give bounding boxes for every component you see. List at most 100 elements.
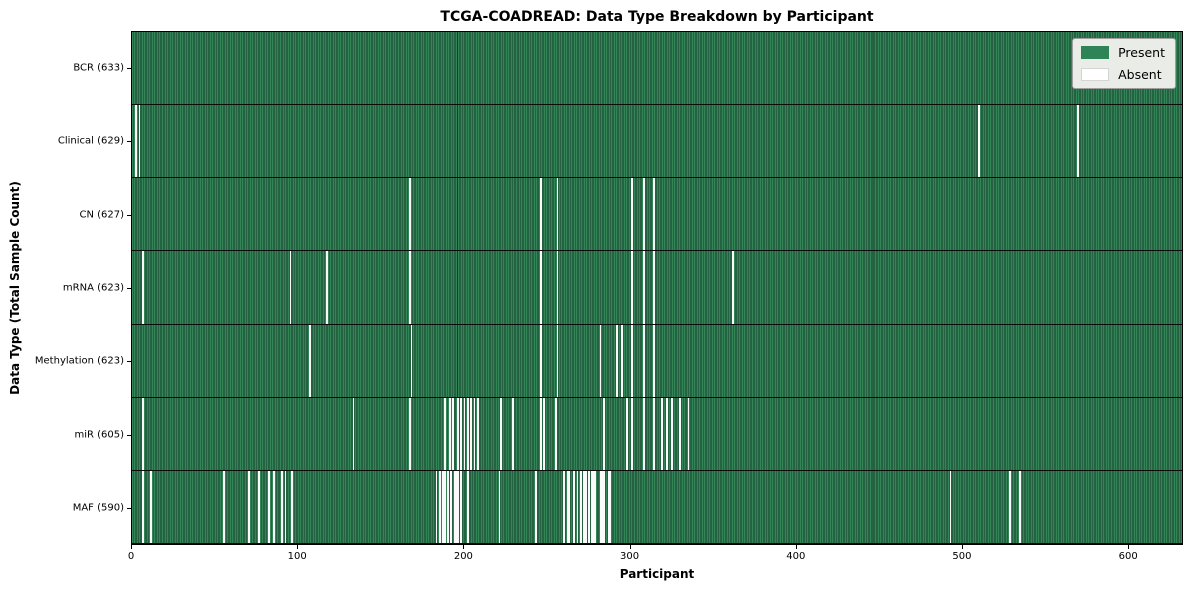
absent-stripe <box>473 397 476 470</box>
x-axis-label: Participant <box>619 567 695 581</box>
heatmap-row-bcr <box>132 32 1182 106</box>
absent-stripe <box>289 251 292 324</box>
absent-stripe <box>540 251 542 324</box>
absent-stripe <box>540 397 542 470</box>
absent-stripe <box>588 470 590 543</box>
x-tick-label: 200 <box>453 551 473 562</box>
absent-stripe <box>326 251 328 324</box>
absent-stripe <box>352 397 355 470</box>
heatmap-row-cn <box>132 178 1182 252</box>
absent-stripe <box>258 470 260 543</box>
absent-stripe <box>599 324 602 397</box>
absent-stripe <box>579 470 582 543</box>
absent-stripe <box>460 397 463 470</box>
y-tick-label: BCR (633) <box>73 62 124 74</box>
absent-stripe <box>652 178 655 251</box>
absent-stripe <box>603 397 605 470</box>
absent-stripe <box>679 397 682 470</box>
y-tick-mark <box>127 361 131 363</box>
absent-stripe <box>687 397 690 470</box>
legend-label-present: Present <box>1118 45 1165 60</box>
y-tick-label: CN (627) <box>79 209 124 221</box>
absent-stripe <box>291 470 293 543</box>
absent-stripe <box>443 470 446 543</box>
y-tick-mark <box>127 288 131 289</box>
x-tick-label: 600 <box>1118 551 1138 562</box>
absent-stripe <box>460 470 463 543</box>
legend-label-absent: Absent <box>1118 67 1162 82</box>
absent-stripe <box>455 470 458 543</box>
absent-stripe <box>470 397 473 470</box>
absent-stripe <box>467 397 469 470</box>
absent-stripe <box>511 397 514 470</box>
absent-stripe <box>594 470 597 543</box>
absent-stripe <box>554 397 557 470</box>
absent-stripe <box>609 470 612 543</box>
absent-stripe <box>599 470 602 543</box>
absent-stripe <box>566 470 569 543</box>
absent-stripe <box>666 397 668 470</box>
present-swatch-icon <box>1081 46 1110 59</box>
absent-stripe <box>498 470 501 543</box>
absent-stripe <box>732 251 735 324</box>
absent-stripe <box>141 470 144 543</box>
absent-stripe <box>1077 105 1080 178</box>
chart-title: TCGA-COADREAD: Data Type Breakdown by Pa… <box>440 9 874 25</box>
absent-stripe <box>447 470 449 543</box>
absent-stripe <box>443 397 446 470</box>
absent-stripe <box>631 178 633 251</box>
absent-stripe <box>576 470 579 543</box>
absent-stripe <box>631 397 633 470</box>
absent-stripe <box>1019 470 1022 543</box>
x-tick-mark <box>629 545 631 549</box>
x-tick-mark <box>1128 545 1130 549</box>
absent-stripe <box>631 324 633 397</box>
x-tick-mark <box>297 545 299 549</box>
absent-stripe <box>1009 470 1012 543</box>
absent-stripe <box>671 397 673 470</box>
legend: Present Absent <box>1072 38 1176 89</box>
y-tick-label: Clinical (629) <box>57 135 124 147</box>
heatmap-row-mrna <box>132 251 1182 325</box>
heatmap-row-methylation <box>132 324 1182 398</box>
absent-stripe <box>563 470 565 543</box>
absent-stripe <box>284 470 287 543</box>
absent-stripe <box>661 397 663 470</box>
y-tick-mark <box>127 67 131 69</box>
heatmap-row-clinical <box>132 105 1182 179</box>
absent-stripe <box>141 397 144 470</box>
absent-stripe <box>450 470 453 543</box>
absent-stripe <box>608 470 610 543</box>
absent-stripe <box>268 470 270 543</box>
absent-stripe <box>452 397 454 470</box>
y-tick-label: MAF (590) <box>72 502 124 514</box>
y-tick-mark <box>127 434 131 436</box>
absent-stripe <box>601 470 604 543</box>
absent-stripe <box>223 470 225 543</box>
absent-stripe <box>591 470 594 543</box>
absent-stripe <box>540 324 542 397</box>
x-tick-mark <box>795 545 797 549</box>
absent-stripe <box>593 470 595 543</box>
absent-stripe <box>583 470 585 543</box>
absent-stripe <box>568 470 570 543</box>
absent-stripe <box>138 105 141 178</box>
absent-stripe <box>409 178 411 251</box>
absent-stripe <box>281 470 283 543</box>
heatmap-row-mir <box>132 397 1182 471</box>
absent-stripe <box>410 324 413 397</box>
absent-stripe <box>556 178 559 251</box>
absent-stripe <box>409 397 411 470</box>
absent-stripe <box>543 397 546 470</box>
absent-stripe <box>141 251 144 324</box>
absent-stripe <box>603 470 605 543</box>
absent-stripe <box>642 397 645 470</box>
absent-stripe <box>135 105 137 178</box>
x-tick-label: 300 <box>620 551 640 562</box>
x-tick-label: 100 <box>287 551 307 562</box>
absent-stripe <box>556 324 559 397</box>
absent-stripe <box>442 470 444 543</box>
absent-stripe <box>584 470 587 543</box>
absent-stripe <box>652 397 655 470</box>
